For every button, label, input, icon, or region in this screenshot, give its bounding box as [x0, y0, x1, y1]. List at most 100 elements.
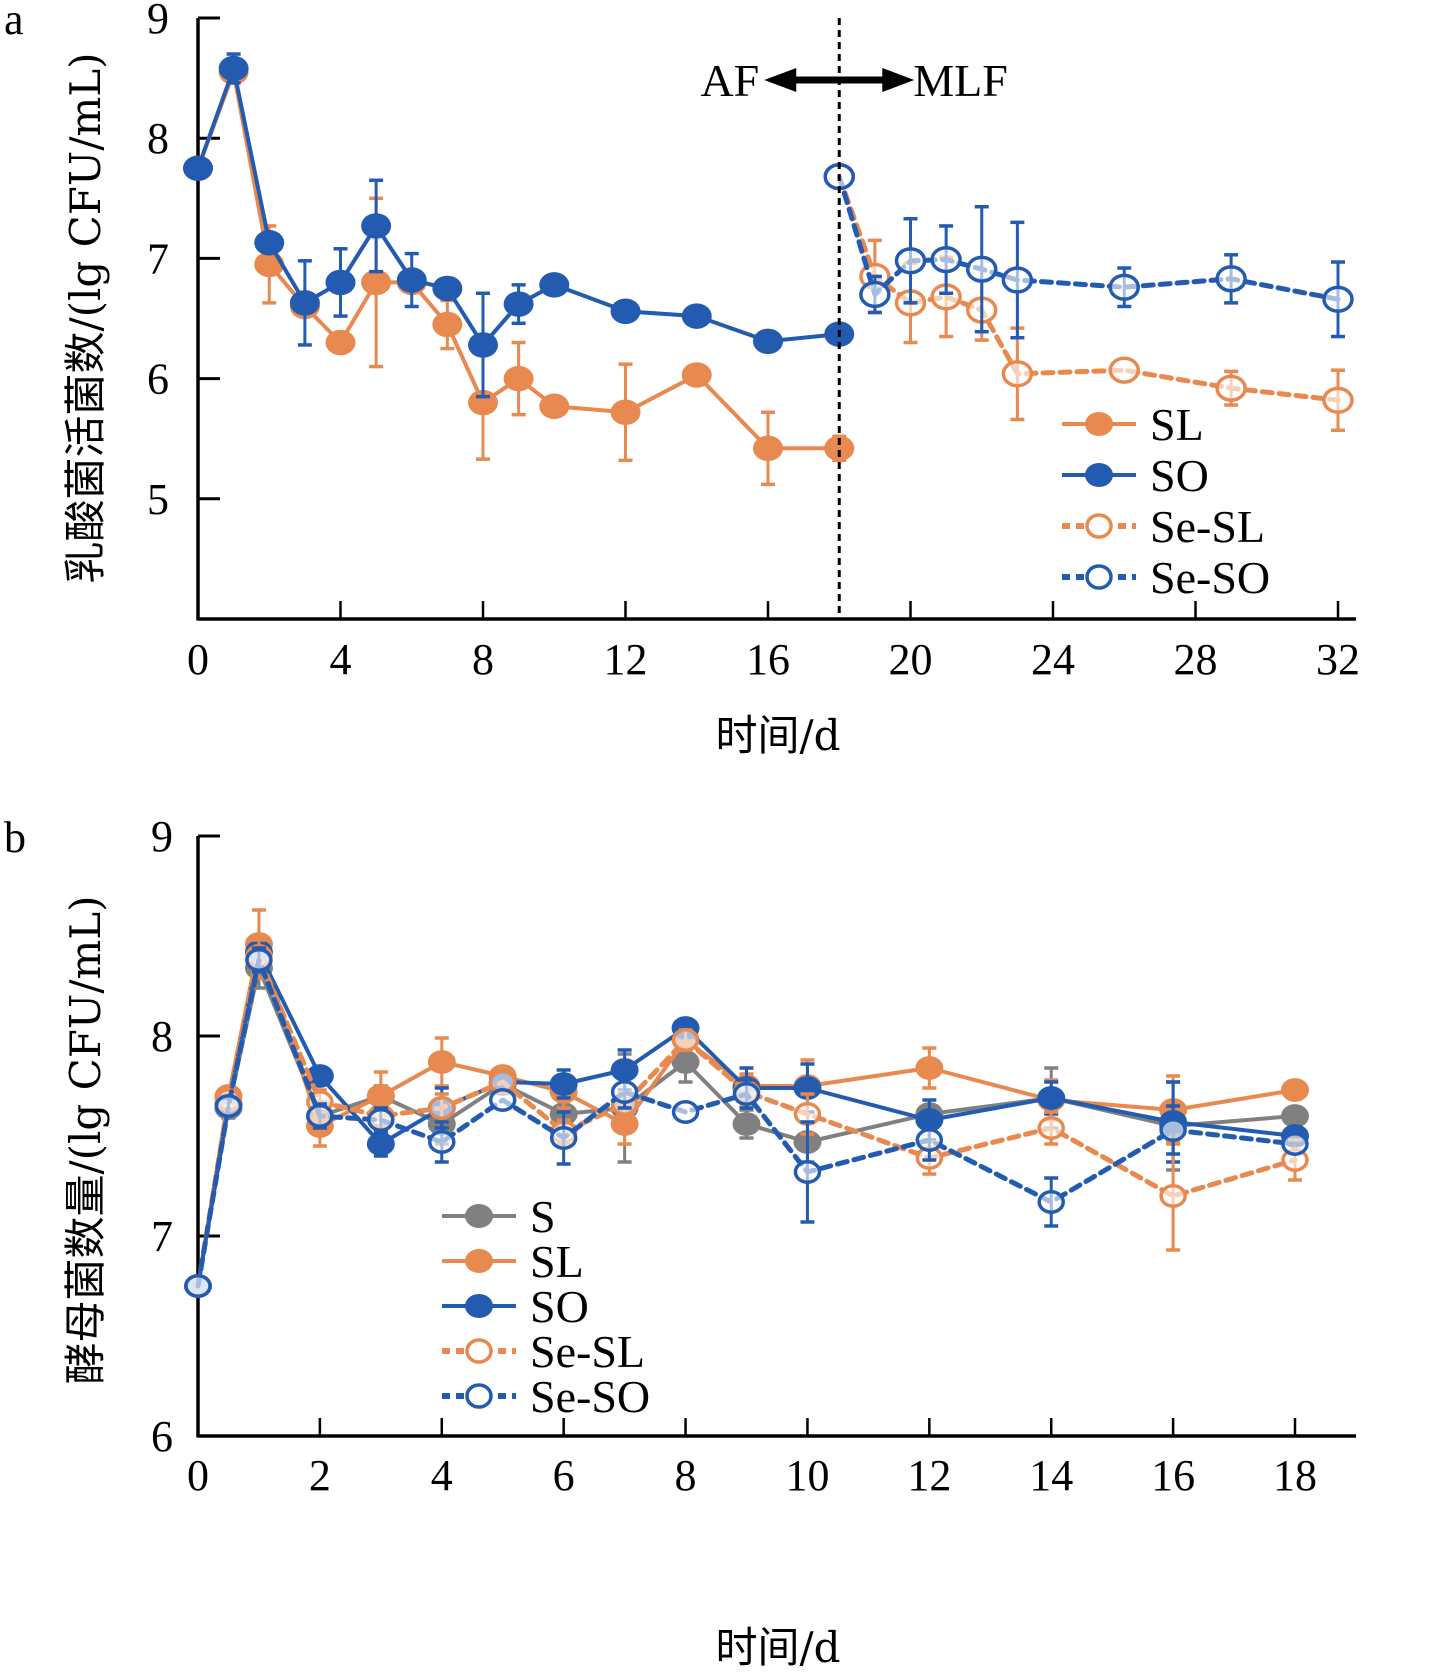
a-x-tick-label: 24 [1031, 635, 1075, 684]
a-point-se-sl [1108, 356, 1140, 384]
b-series-se-so [184, 946, 1309, 1298]
a-point-sl [325, 329, 356, 356]
b-x-tick-label: 6 [553, 1451, 575, 1500]
b-point-s [671, 1050, 700, 1074]
b-legend-item-so: SO [442, 1281, 589, 1332]
b-point-se-sl [1037, 1116, 1065, 1140]
a-point-so [610, 298, 641, 325]
b-x-tick-label: 10 [785, 1451, 829, 1500]
a-legend-marker [1085, 564, 1113, 590]
a-point-so [432, 275, 463, 302]
a-series-so [183, 52, 855, 399]
a-x-tick-label: 28 [1174, 635, 1218, 684]
panel-b-x-axis-title: 时间/d [715, 1623, 840, 1672]
a-x-tick-label: 16 [746, 635, 790, 684]
panel-b-series [184, 908, 1309, 1298]
a-legend-marker [1085, 513, 1113, 539]
b-y-tick-label: 8 [151, 1012, 173, 1061]
b-point-s [1281, 1104, 1309, 1128]
a-point-so [325, 269, 356, 296]
a-point-se-sl [1322, 386, 1354, 414]
b-point-se-so [1037, 1190, 1065, 1214]
a-legend-item-se-so: Se-SO [1062, 552, 1270, 603]
a-point-sl [681, 362, 712, 388]
a-y-tick-label: 8 [147, 114, 169, 163]
a-series-se-so [823, 163, 1354, 340]
b-point-se-so [732, 1082, 761, 1106]
a-point-se-so [930, 245, 962, 274]
a-y-tick-label: 7 [147, 234, 169, 283]
b-y-tick-label: 7 [151, 1212, 173, 1261]
b-legend-label: Se-SO [530, 1371, 650, 1422]
a-x-tick-label: 4 [330, 635, 352, 684]
a-point-sl [824, 435, 855, 462]
a-legend-marker [1085, 463, 1113, 487]
a-point-se-so [1215, 265, 1247, 293]
b-point-se-so [915, 1128, 944, 1152]
b-legend-item-s: S [442, 1191, 556, 1242]
a-x-tick-label: 32 [1316, 635, 1360, 684]
panel-a-axes: 5 6 7 8 9 0 4 8 12 16 20 24 28 32 [147, 0, 1360, 684]
a-point-sl [432, 311, 463, 338]
b-point-se-so [671, 1100, 700, 1124]
annotation-af-label: AF [700, 55, 759, 106]
b-legend-marker [465, 1383, 493, 1409]
a-point-se-sl [1001, 360, 1034, 388]
a-legend-item-se-sl: Se-SL [1062, 501, 1265, 552]
b-legend-label: S [530, 1191, 556, 1242]
b-point-se-sl [1159, 1184, 1187, 1208]
b-point-se-so [1159, 1118, 1187, 1142]
a-point-so [396, 267, 427, 293]
b-x-tick-label: 18 [1273, 1451, 1317, 1500]
b-point-se-so [306, 1104, 334, 1128]
panel-a-annotation: AF MLF [700, 18, 1008, 619]
a-point-se-so [859, 280, 891, 309]
b-point-se-so [214, 1094, 243, 1118]
b-legend-marker [465, 1338, 493, 1364]
b-point-sl [427, 1050, 456, 1074]
a-point-sl [503, 365, 534, 392]
b-point-se-sl [428, 1096, 456, 1120]
a-legend-item-so: SO [1062, 450, 1209, 501]
b-x-tick-label: 2 [309, 1451, 331, 1500]
a-y-tick-label: 5 [147, 475, 169, 524]
b-point-s [732, 1112, 761, 1136]
b-point-se-so [367, 1108, 395, 1132]
a-point-so [468, 332, 498, 358]
b-point-so [1037, 1086, 1066, 1110]
b-point-se-so [184, 1274, 212, 1298]
a-point-se-so [894, 247, 927, 275]
a-point-so [183, 155, 213, 181]
b-point-sl [366, 1084, 395, 1108]
a-point-sl [361, 269, 392, 296]
a-point-sl [753, 435, 783, 462]
b-legend-label: Se-SL [530, 1326, 645, 1377]
a-point-so [503, 291, 534, 317]
panel-b-axes: 6 7 8 9 0 2 4 6 8 10 12 14 16 18 [151, 812, 1356, 1500]
b-point-se-so [488, 1088, 517, 1112]
a-point-sl [468, 389, 498, 416]
b-legend-marker [465, 1249, 493, 1273]
a-legend-label: Se-SO [1150, 552, 1270, 603]
b-legend-item-se-sl: Se-SL [442, 1326, 645, 1377]
panel-a-label: a [4, 0, 24, 44]
b-x-tick-label: 14 [1029, 1451, 1073, 1500]
b-point-sl [610, 1112, 639, 1136]
a-legend-marker [1085, 412, 1113, 436]
a-line-se-sl [836, 174, 1341, 403]
a-point-so [254, 230, 285, 256]
b-x-tick-label: 4 [431, 1451, 453, 1500]
a-point-se-so [1108, 273, 1140, 301]
a-point-se-sl [1215, 374, 1247, 402]
b-legend-marker [465, 1204, 493, 1228]
b-series-s [184, 946, 1309, 1298]
a-series-se-sl [823, 163, 1354, 433]
b-point-so [305, 1064, 334, 1088]
a-point-se-so [1001, 266, 1034, 294]
b-x-tick-label: 16 [1151, 1451, 1195, 1500]
b-legend-label: SL [530, 1236, 584, 1287]
b-point-sl [915, 1056, 944, 1080]
a-y-tick-label: 9 [147, 0, 169, 43]
